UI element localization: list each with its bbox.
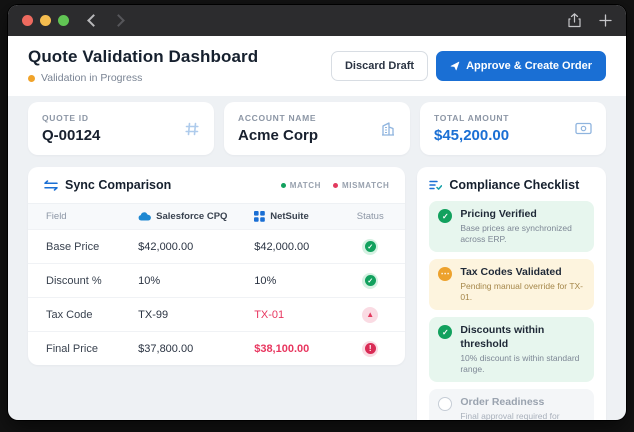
hash-icon — [184, 121, 200, 137]
salesforce-value: 10% — [138, 274, 161, 287]
account-name-card: ACCOUNT NAME Acme Corp — [224, 102, 410, 155]
empty-circle-icon — [438, 396, 453, 411]
checklist-item-order-readiness[interactable]: Order Readiness Final approval required … — [429, 388, 594, 420]
zoom-window-button[interactable] — [58, 15, 69, 26]
mismatch-dot-icon — [333, 182, 339, 188]
sync-comparison-title: Sync Comparison — [65, 178, 172, 192]
quote-id-value: Q-00124 — [42, 127, 101, 144]
discard-draft-button[interactable]: Discard Draft — [330, 50, 429, 81]
checklist-item-title: Tax Codes Validated — [460, 266, 562, 279]
checklist-item-description: Base prices are synchronized across ERP. — [460, 223, 572, 245]
legend-match-label: MATCH — [289, 180, 322, 190]
app-window: Quote Validation Dashboard Validation in… — [8, 5, 626, 420]
netsuite-value-mismatch: TX-01 — [254, 308, 285, 321]
summary-cards: QUOTE ID Q-00124 ACCOUNT NAME Acme Corp … — [28, 102, 606, 155]
table-header-row: Field Salesforce CPQ NetSuite Status — [28, 204, 406, 229]
checklist-item-description: Final approval required for submission. — [460, 410, 560, 420]
table-row-discount: Discount % 10% 10% — [28, 263, 406, 297]
compliance-checklist-title: Compliance Checklist — [449, 178, 580, 192]
status-dot-icon — [28, 74, 35, 82]
column-netsuite: NetSuite — [270, 211, 309, 222]
table-row-final-price: Final Price $37,800.00 $38,100.00 — [28, 331, 406, 365]
close-window-button[interactable] — [22, 15, 33, 26]
status-text: Validation in Progress — [41, 72, 143, 84]
validation-status: Validation in Progress — [28, 72, 258, 84]
check-circle-icon — [438, 325, 453, 340]
field-name: Discount % — [46, 274, 102, 287]
legend-mismatch-label: MISMATCH — [342, 180, 390, 190]
checklist-item-tax-codes[interactable]: Tax Codes Validated Pending manual overr… — [429, 259, 594, 311]
share-icon[interactable] — [568, 13, 581, 28]
total-amount-label: TOTAL AMOUNT — [434, 113, 510, 123]
column-salesforce: Salesforce CPQ — [156, 211, 228, 222]
approve-create-order-button[interactable]: Approve & Create Order — [436, 50, 606, 81]
checklist-icon — [429, 179, 443, 191]
account-name-label: ACCOUNT NAME — [238, 113, 317, 123]
checklist-item-title: Discounts within threshold — [460, 324, 545, 350]
approve-create-order-label: Approve & Create Order — [466, 59, 592, 72]
checklist-item-discounts[interactable]: Discounts within threshold 10% discount … — [429, 317, 594, 382]
checklist-item-description: 10% discount is within standard range. — [460, 352, 580, 374]
sync-legend: MATCH MISMATCH — [280, 180, 390, 190]
back-icon[interactable] — [87, 14, 100, 27]
match-dot-icon — [280, 182, 286, 188]
checklist-item-description: Pending manual override for TX-01. — [460, 281, 584, 303]
total-amount-value: $45,200.00 — [434, 127, 510, 144]
salesforce-cloud-icon — [138, 212, 152, 221]
column-field: Field — [46, 211, 67, 222]
warning-triangle-icon — [362, 306, 379, 323]
banknote-icon — [575, 122, 592, 135]
error-circle-icon — [362, 340, 379, 357]
table-row-tax-code: Tax Code TX-99 TX-01 — [28, 297, 406, 331]
sync-comparison-panel: Sync Comparison MATCH MISMATCH Field Sal… — [28, 167, 406, 365]
send-icon — [450, 61, 460, 71]
quote-id-card: QUOTE ID Q-00124 — [28, 102, 214, 155]
netsuite-value: $42,000.00 — [254, 240, 310, 253]
checklist-item-title: Order Readiness — [460, 395, 545, 408]
titlebar — [8, 5, 626, 36]
forward-icon[interactable] — [112, 14, 125, 27]
field-name: Tax Code — [46, 308, 93, 321]
table-row-base-price: Base Price $42,000.00 $42,000.00 — [28, 229, 406, 263]
match-check-icon — [362, 238, 379, 255]
page-header: Quote Validation Dashboard Validation in… — [8, 36, 626, 96]
netsuite-value: 10% — [254, 274, 277, 287]
quote-id-label: QUOTE ID — [42, 113, 89, 123]
netsuite-grid-icon — [254, 211, 266, 222]
sync-arrows-icon — [44, 179, 58, 191]
checklist-item-title: Pricing Verified — [460, 208, 537, 220]
pending-ellipsis-icon — [438, 267, 453, 282]
building-icon — [380, 121, 396, 137]
checklist-item-pricing-verified[interactable]: Pricing Verified Base prices are synchro… — [429, 201, 594, 253]
compliance-checklist-panel: Compliance Checklist Pricing Verified Ba… — [417, 167, 606, 420]
salesforce-value: $37,800.00 — [138, 342, 194, 355]
account-name-value: Acme Corp — [238, 127, 319, 144]
salesforce-value: TX-99 — [138, 308, 169, 321]
field-name: Base Price — [46, 240, 100, 253]
check-circle-icon — [438, 209, 453, 223]
netsuite-value-mismatch: $38,100.00 — [254, 342, 310, 355]
salesforce-value: $42,000.00 — [138, 240, 194, 253]
page-title: Quote Validation Dashboard — [28, 47, 259, 66]
discard-draft-label: Discard Draft — [344, 59, 415, 72]
minimize-window-button[interactable] — [40, 15, 51, 26]
new-tab-icon[interactable] — [599, 14, 612, 27]
total-amount-card: TOTAL AMOUNT $45,200.00 — [420, 102, 606, 155]
column-status: Status — [356, 211, 384, 222]
match-check-icon — [362, 272, 379, 289]
traffic-lights — [22, 15, 69, 26]
field-name: Final Price — [46, 342, 98, 355]
